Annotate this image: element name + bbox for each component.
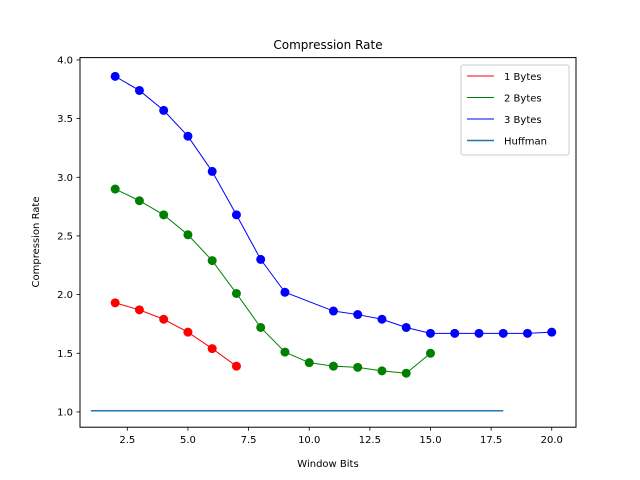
- data-point: [134, 85, 144, 95]
- data-point: [134, 305, 144, 315]
- legend-label: 1 Bytes: [504, 72, 542, 83]
- data-point: [377, 366, 387, 376]
- x-tick-label: 5.0: [180, 435, 196, 446]
- data-point: [110, 71, 120, 81]
- data-point: [183, 327, 193, 337]
- data-point: [401, 322, 411, 332]
- data-point: [207, 166, 217, 176]
- data-point: [207, 344, 217, 354]
- legend-label: 2 Bytes: [504, 94, 542, 105]
- data-point: [159, 210, 169, 220]
- x-tick-label: 7.5: [241, 435, 257, 446]
- legend: 1 Bytes 2 Bytes 3 Bytes Huffman: [460, 64, 570, 156]
- data-point: [450, 328, 460, 338]
- data-point: [159, 314, 169, 324]
- data-point: [280, 347, 290, 357]
- data-point: [304, 358, 314, 368]
- data-point: [231, 288, 241, 298]
- data-point: [547, 327, 557, 337]
- y-tick-label: 3.0: [57, 173, 73, 184]
- data-point: [328, 361, 338, 371]
- x-tick-label: 20.0: [541, 435, 563, 446]
- y-tick-label: 2.5: [57, 231, 73, 242]
- x-tick-label: 2.5: [119, 435, 135, 446]
- legend-item: 2 Bytes: [467, 94, 542, 105]
- x-tick-label: 17.5: [480, 435, 502, 446]
- legend-label: Huffman: [504, 137, 547, 148]
- series-1-bytes: [110, 298, 241, 371]
- data-point: [183, 131, 193, 141]
- data-point: [231, 210, 241, 220]
- data-point: [134, 196, 144, 206]
- series-3-bytes: [110, 71, 557, 338]
- y-tick-label: 4.0: [57, 55, 73, 66]
- data-point: [280, 287, 290, 297]
- legend-label: 3 Bytes: [504, 115, 542, 126]
- series-2-bytes: [110, 184, 435, 378]
- x-tick-label: 10.0: [298, 435, 320, 446]
- data-point: [110, 298, 120, 308]
- chart-title: Compression Rate: [273, 38, 382, 52]
- data-point: [522, 328, 532, 338]
- series-line: [115, 302, 237, 367]
- y-tick-label: 1.5: [57, 349, 73, 360]
- data-point: [231, 361, 241, 371]
- y-tick-label: 3.5: [57, 114, 73, 125]
- data-point: [425, 328, 435, 338]
- data-point: [159, 105, 169, 115]
- axes-frame: [79, 57, 577, 428]
- x-tick-label: 15.0: [419, 435, 441, 446]
- data-point: [377, 314, 387, 324]
- legend-frame: [460, 64, 570, 156]
- legend-item: Huffman: [467, 137, 547, 148]
- x-axis-label: Window Bits: [297, 459, 358, 470]
- y-axis-label: Compression Rate: [31, 197, 42, 288]
- data-point: [498, 328, 508, 338]
- x-axis: 2.5 5.0 7.5 10.0 12.5 15.0 17.5 20.0: [119, 427, 563, 446]
- data-point: [401, 368, 411, 378]
- y-tick-label: 1.0: [57, 407, 73, 418]
- data-point: [474, 328, 484, 338]
- data-point: [110, 184, 120, 194]
- data-point: [328, 306, 338, 316]
- plot-area: [90, 71, 557, 412]
- data-point: [353, 310, 363, 320]
- x-tick-label: 12.5: [359, 435, 381, 446]
- data-point: [207, 256, 217, 266]
- data-point: [353, 362, 363, 372]
- legend-item: 3 Bytes: [467, 115, 542, 126]
- data-point: [183, 230, 193, 240]
- y-tick-label: 2.0: [57, 290, 73, 301]
- data-point: [256, 254, 266, 264]
- data-point: [425, 348, 435, 358]
- legend-item: 1 Bytes: [467, 72, 542, 83]
- y-axis: 1.0 1.5 2.0 2.5 3.0 3.5 4.0: [57, 55, 80, 418]
- data-point: [256, 322, 266, 332]
